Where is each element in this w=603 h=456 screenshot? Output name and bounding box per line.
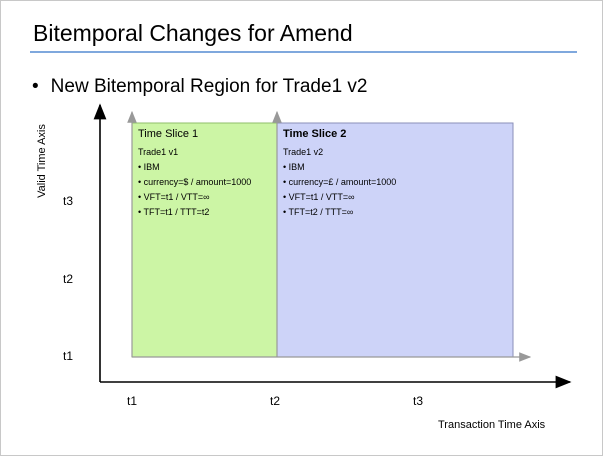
time-slice-2-line: • TFT=t2 / TTT=∞ (283, 207, 354, 217)
x-tick-t3: t3 (413, 394, 424, 408)
time-slice-2-trade: Trade1 v2 (283, 147, 324, 157)
y-axis-label: Valid Time Axis (36, 124, 48, 198)
time-slice-1-line: • TFT=t1 / TTT=t2 (138, 207, 210, 217)
title-underline (30, 51, 577, 53)
time-slice-2-line: • currency=£ / amount=1000 (283, 177, 397, 187)
time-slice-2-heading: Time Slice 2 (283, 128, 347, 140)
bullet-item: • New Bitemporal Region for Trade1 v2 (32, 76, 367, 98)
page-title: Bitemporal Changes for Amend (33, 20, 353, 46)
time-slice-2-region (276, 122, 514, 358)
time-slice-1-line: • IBM (138, 162, 160, 172)
time-slice-2-text: Time Slice 2 Trade1 v2 • IBM • currency=… (283, 127, 396, 220)
bullet-dot: • (32, 76, 39, 97)
x-axis-label: Transaction Time Axis (438, 419, 546, 431)
time-slice-2-line: • VFT=t1 / VTT=∞ (283, 192, 355, 202)
time-slice-2-line: • IBM (283, 162, 305, 172)
y-tick-t1: t1 (63, 349, 74, 363)
bullet-text: New Bitemporal Region for Trade1 v2 (50, 76, 368, 97)
time-slice-1-trade: Trade1 v1 (138, 147, 179, 157)
x-tick-t2: t2 (270, 394, 281, 408)
time-slice-1-line: • VFT=t1 / VTT=∞ (138, 192, 210, 202)
time-slice-1-line: • currency=$ / amount=1000 (138, 177, 252, 187)
y-tick-t2: t2 (63, 272, 74, 286)
time-slice-1-heading: Time Slice 1 (138, 128, 199, 140)
y-tick-t3: t3 (63, 194, 74, 208)
time-slice-1-text: Time Slice 1 Trade1 v1 • IBM • currency=… (138, 127, 251, 220)
x-tick-t1: t1 (127, 394, 138, 408)
